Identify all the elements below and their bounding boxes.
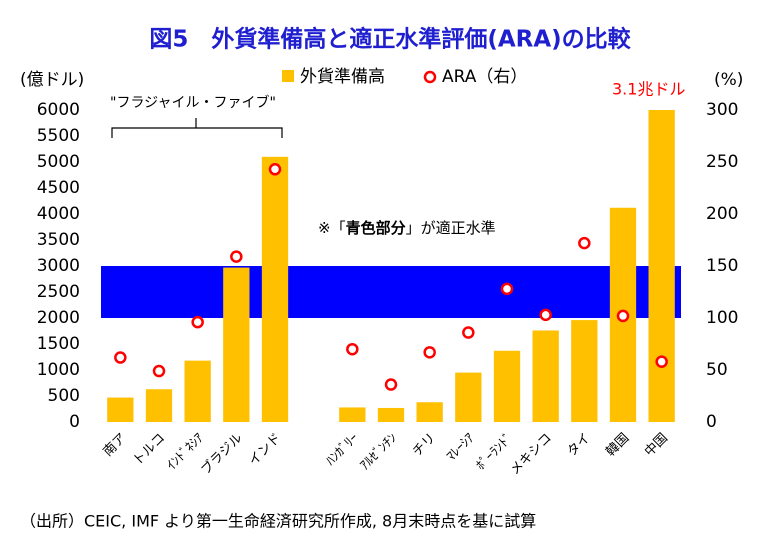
china-annotation: 3.1兆ドル	[612, 80, 685, 99]
ara-point	[230, 250, 243, 263]
ara-point	[191, 315, 204, 329]
bar	[377, 407, 405, 422]
y-axis-label: (億ドル)	[20, 70, 84, 90]
y2-axis-label: (%)	[714, 70, 743, 90]
ara-point	[346, 342, 359, 356]
y-tick-label: 3500	[37, 230, 80, 250]
x-tick-label: ﾊﾝｶﾞﾘｰ	[323, 431, 361, 469]
bar	[571, 320, 598, 422]
bar	[455, 372, 482, 422]
y2-tick-label: 0	[706, 412, 717, 432]
bar	[145, 389, 173, 422]
ara-point	[539, 308, 552, 322]
x-tick-label: ﾏﾚｰｼｱ	[444, 430, 478, 464]
legend-marker	[423, 70, 437, 84]
ara-point	[114, 351, 127, 364]
y-tick-label: 1000	[37, 360, 80, 380]
y-tick-label: 0	[69, 412, 80, 432]
x-tick-label: メキシコ	[508, 431, 555, 478]
bar	[339, 407, 366, 422]
chart-title: 図5 外貨準備高と適正水準評価(ARA)の比較	[149, 26, 631, 53]
ara-point	[462, 326, 475, 339]
x-tick-label: チリ	[410, 431, 439, 460]
band-note: ※「青色部分」が適正水準	[318, 219, 496, 237]
note-part: ※「	[318, 219, 346, 237]
ara-point	[384, 378, 398, 391]
x-tick-label: インド	[246, 431, 284, 469]
bar	[532, 330, 559, 422]
bars	[107, 110, 675, 422]
group-label: "フラジャイル・ファイブ"	[110, 94, 276, 111]
bar	[493, 350, 521, 422]
ara-point	[423, 346, 436, 359]
legend-label: 外貨準備高	[300, 67, 385, 87]
x-tick-label: 中国	[642, 431, 671, 460]
ara-point	[578, 236, 591, 250]
y2-tick-label: 250	[706, 152, 738, 172]
bar	[107, 397, 134, 422]
adequacy-band	[101, 266, 681, 318]
y2-tick-label: 150	[706, 256, 738, 276]
bar	[223, 267, 250, 422]
x-tick-label: 南ア	[100, 430, 130, 460]
ara-point	[500, 282, 514, 296]
y-tick-label: 2000	[37, 308, 80, 328]
x-tick-label: トルコ	[130, 431, 168, 469]
x-tick-label: ｱﾙｾﾞﾝﾁﾝ	[358, 431, 401, 474]
ara-point	[655, 355, 668, 368]
legend-label: ARA（右）	[442, 67, 527, 87]
x-tick-label: タイ	[565, 431, 594, 460]
y-tick-label: 2500	[37, 282, 80, 302]
source: （出所）CEIC, IMF より第一生命経済研究所作成, 8月末時点を基に試算	[20, 512, 536, 531]
y-tick-label: 5000	[37, 152, 80, 172]
legend-swatch	[282, 70, 294, 82]
bar	[184, 360, 211, 422]
ara-point	[616, 309, 630, 323]
y2-tick-label: 50	[706, 360, 728, 380]
x-tick-label: ブラジル	[198, 430, 246, 478]
y-tick-label: 3000	[37, 256, 80, 276]
bar	[648, 110, 675, 422]
y-tick-label: 4500	[37, 178, 80, 198]
y-tick-label: 5500	[37, 126, 80, 146]
group-bracket	[111, 118, 283, 138]
y-tick-label: 500	[48, 386, 80, 406]
ara-point	[268, 163, 282, 176]
note-part: 青色部分	[346, 219, 406, 237]
y-tick-label: 4000	[37, 204, 80, 224]
y2-tick-label: 300	[706, 100, 738, 120]
y2-tick-label: 100	[706, 308, 738, 328]
y2-tick-label: 200	[706, 204, 738, 224]
ara-point	[152, 364, 166, 378]
note-part: 」が適正水準	[406, 219, 496, 237]
bar	[416, 402, 443, 422]
y-tick-label: 6000	[37, 100, 80, 120]
bar	[261, 156, 289, 422]
y-tick-label: 1500	[37, 334, 80, 354]
x-tick-label: 韓国	[603, 431, 632, 460]
